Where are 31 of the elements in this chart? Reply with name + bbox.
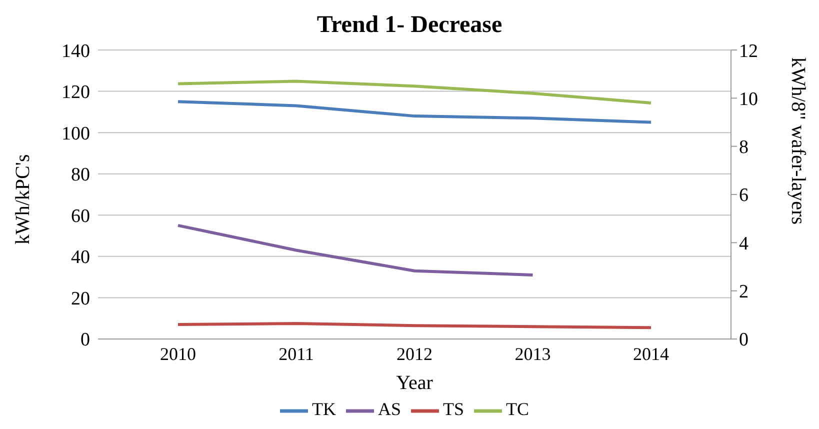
y2-tick-label: 10 — [739, 88, 758, 110]
line-series — [176, 80, 652, 104]
y-tick-label: 140 — [62, 40, 90, 62]
y-tick-label: 100 — [62, 123, 90, 144]
y2-tick-label: 2 — [739, 282, 748, 303]
y-axis-title: kWh/kPC's — [12, 154, 34, 244]
x-tick-label: 2011 — [278, 344, 314, 364]
y2-tick-label: 8 — [739, 137, 748, 158]
x-tick-label: 2013 — [514, 344, 551, 364]
legend-label: AS — [378, 399, 401, 420]
chart-title: Trend 1- Decrease — [316, 11, 504, 40]
y-tick-label: 120 — [62, 82, 90, 104]
legend-label: TS — [442, 399, 464, 420]
y2-tick-label: 6 — [739, 185, 748, 206]
x-tick-label: 2010 — [160, 344, 196, 364]
y-tick-label: 0 — [80, 330, 90, 351]
y2-tick-label: 0 — [739, 330, 748, 351]
x-axis-title: Year — [396, 372, 434, 394]
x-tick-label: 2012 — [396, 344, 432, 364]
x-tick-label: 2014 — [633, 344, 669, 364]
y-tick-label: 60 — [71, 206, 90, 227]
y-tick-label: 20 — [71, 288, 90, 310]
y2-tick-label: 4 — [739, 233, 749, 254]
y2-tick-label: 12 — [739, 40, 758, 62]
line-series — [176, 224, 534, 277]
line-series — [176, 100, 652, 124]
legend-label: TC — [506, 399, 530, 420]
y-tick-label: 40 — [71, 247, 90, 268]
legend-label: TK — [312, 399, 336, 420]
y-tick-label: 80 — [71, 164, 90, 186]
y2-axis-title: kWh/8" wafer-layers — [786, 57, 809, 225]
